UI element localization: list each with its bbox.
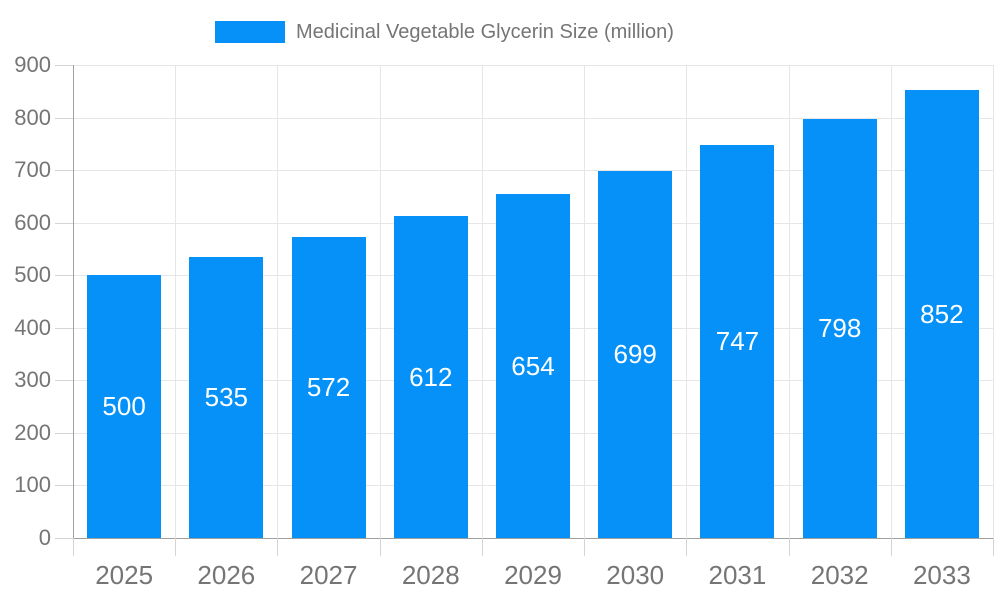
gridline <box>686 65 688 538</box>
bar-value-label: 747 <box>715 326 760 357</box>
bar-value-label: 852 <box>920 298 964 329</box>
y-axis-tick <box>55 432 73 434</box>
gridline <box>73 117 993 119</box>
gridline <box>73 65 993 66</box>
bar-2028 <box>393 216 468 538</box>
gridline <box>993 65 994 538</box>
gridline <box>584 65 586 538</box>
x-axis-tick <box>584 538 586 556</box>
bar-value-label: 612 <box>409 361 453 392</box>
gridline <box>788 65 790 538</box>
x-axis-label: 2027 <box>299 559 358 590</box>
bar-2026 <box>189 256 264 538</box>
x-axis-tick <box>993 538 994 556</box>
bar-2025 <box>87 275 162 538</box>
gridline <box>175 65 177 538</box>
y-axis-tick <box>55 65 73 66</box>
legend-label: Medicinal Vegetable Glycerin Size (milli… <box>296 21 674 43</box>
x-axis-line <box>73 538 993 539</box>
x-axis-tick <box>379 538 381 556</box>
y-axis-tick <box>55 327 73 329</box>
bar-value-label: 535 <box>204 381 249 412</box>
bar-value-label: 654 <box>511 350 555 381</box>
bar-value-label: 572 <box>306 372 351 403</box>
bar-2032 <box>802 118 877 538</box>
y-axis-label: 200 <box>14 419 51 445</box>
x-axis-label: 2026 <box>197 559 256 590</box>
x-axis-label: 2033 <box>912 559 971 590</box>
chart-legend[interactable]: Medicinal Vegetable Glycerin Size (milli… <box>215 20 674 44</box>
x-axis-tick <box>788 538 790 556</box>
y-axis-label: 400 <box>14 314 51 340</box>
y-axis-label: 700 <box>14 157 51 183</box>
legend-swatch <box>215 21 285 43</box>
x-axis-tick <box>277 538 279 556</box>
x-axis-label: 2025 <box>95 559 154 590</box>
y-axis-tick <box>55 538 73 539</box>
bar-2031 <box>700 145 775 538</box>
y-axis-tick <box>55 117 73 119</box>
x-axis-label: 2029 <box>504 559 562 590</box>
x-axis-label: 2028 <box>401 559 460 590</box>
y-axis-line <box>73 65 74 538</box>
gridline <box>277 65 279 538</box>
x-axis-tick <box>175 538 177 556</box>
y-axis-tick <box>55 275 73 277</box>
bar-value-label: 699 <box>613 338 657 369</box>
x-axis-tick <box>890 538 892 556</box>
bar-value-label: 500 <box>102 391 146 422</box>
y-axis-tick <box>55 170 73 172</box>
bar-value-label: 798 <box>817 312 862 343</box>
gridline <box>481 65 483 538</box>
bar-2033 <box>904 90 979 538</box>
gridline <box>73 170 993 172</box>
x-axis-label: 2031 <box>708 559 767 590</box>
gridline <box>890 65 892 538</box>
y-axis-label: 900 <box>14 52 51 77</box>
bar-2027 <box>291 237 366 538</box>
y-axis-tick <box>55 485 73 487</box>
y-axis-label: 100 <box>14 472 51 498</box>
y-axis-label: 500 <box>14 262 51 288</box>
x-axis-tick <box>481 538 483 556</box>
x-axis-tick <box>686 538 688 556</box>
x-axis-tick <box>73 538 74 556</box>
gridline <box>379 65 381 538</box>
y-axis-label: 300 <box>14 367 51 393</box>
bar-2030 <box>598 170 673 538</box>
y-axis-label: 600 <box>14 209 51 235</box>
y-axis-label: 800 <box>14 104 51 130</box>
x-axis-label: 2032 <box>810 559 869 590</box>
y-axis-label: 0 <box>38 525 51 550</box>
y-axis-tick <box>55 380 73 382</box>
y-axis-tick <box>55 222 73 224</box>
bar-2029 <box>496 194 570 538</box>
x-axis-label: 2030 <box>606 559 665 590</box>
